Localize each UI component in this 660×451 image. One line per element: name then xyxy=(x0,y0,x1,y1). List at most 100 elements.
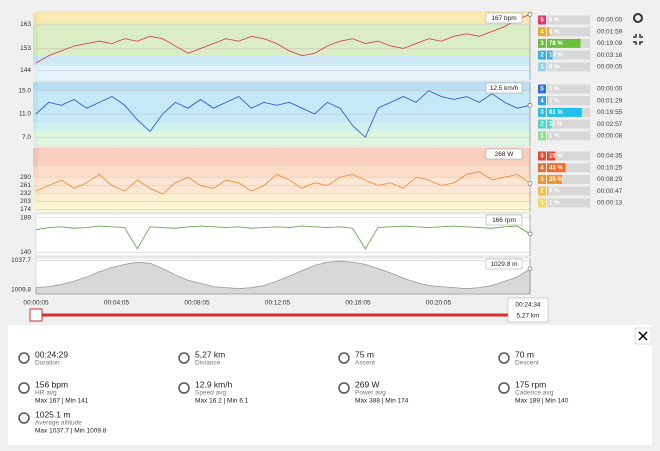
stat-detail: Max 1037.7 | Min 1009.8 xyxy=(35,428,107,435)
zone-time: 00:00:13 xyxy=(597,200,623,207)
zone-number: 5 xyxy=(540,87,544,93)
zone-number: 2 xyxy=(540,189,544,195)
line xyxy=(35,14,531,64)
close-button[interactable] xyxy=(634,327,652,345)
y-tick-label: 174 xyxy=(20,206,31,213)
zone-bar-bg xyxy=(547,50,590,60)
zone-number-box xyxy=(538,131,546,141)
stat-value: 75 m xyxy=(355,349,374,359)
zone-time: 00:04:35 xyxy=(597,153,623,160)
current-value: 1029.8 m xyxy=(490,261,517,268)
zone-axis-strip xyxy=(33,166,38,178)
stat-value: 269 W xyxy=(355,379,380,389)
stat-icon xyxy=(338,382,350,394)
zone-axis-strip xyxy=(33,90,38,123)
zone-bar-bg xyxy=(547,198,590,208)
x-tick-label: 00:00:05 xyxy=(23,300,49,307)
zone-time: 00:00:00 xyxy=(597,17,623,24)
zone-bar xyxy=(547,38,581,48)
zone-bar-bg xyxy=(547,84,590,94)
zone-band xyxy=(36,12,530,25)
line xyxy=(35,171,531,195)
y-tick-label: 144 xyxy=(20,67,31,74)
current-value-box xyxy=(485,12,523,24)
zone-time: 00:08:29 xyxy=(597,176,623,183)
zone-number: 3 xyxy=(540,177,544,183)
zone-number: 3 xyxy=(540,110,544,116)
zone-bar xyxy=(547,107,582,117)
zone-bar-bg xyxy=(547,131,590,141)
x-tick-label: 00:20:05 xyxy=(426,300,452,307)
cursor-distance: 5,27 km xyxy=(516,313,539,320)
zone-number-box xyxy=(538,186,546,196)
current-value: 166 rpm xyxy=(492,217,516,224)
zone-bar-bg xyxy=(547,119,590,129)
zone-axis-strip xyxy=(33,148,38,167)
zone-axis-strip xyxy=(33,193,38,202)
cursor-dot xyxy=(527,231,533,237)
fullscreen-button[interactable] xyxy=(633,34,643,45)
zone-number: 5 xyxy=(540,18,544,24)
zone-number-box xyxy=(538,151,546,161)
stats-panel xyxy=(8,325,652,445)
zone-number: 2 xyxy=(540,122,544,128)
zone-axis-strip xyxy=(33,82,38,91)
y-tick-label: 15.0 xyxy=(18,87,31,94)
x-tick-label: 00:12:05 xyxy=(265,300,291,307)
cursor-dot xyxy=(527,266,533,272)
zone-percent: 0 % xyxy=(549,64,560,70)
y-tick-label: 163 xyxy=(20,21,31,28)
zone-percent: 19 % xyxy=(549,154,563,160)
scrubber-handle[interactable] xyxy=(29,308,43,322)
panel-bg xyxy=(35,213,531,257)
stat-icon xyxy=(178,382,190,394)
area xyxy=(35,260,531,295)
zone-number: 4 xyxy=(540,29,544,35)
zone-band xyxy=(36,65,530,80)
zone-bar xyxy=(547,163,566,173)
current-value: 268 W xyxy=(495,151,515,158)
zone-axis-strip xyxy=(33,12,38,25)
zone-axis-strip xyxy=(33,55,38,66)
zone-bar-bg xyxy=(547,186,590,196)
zone-percent: 35 % xyxy=(549,177,563,183)
zone-bar-bg xyxy=(547,163,590,173)
cursor-dot xyxy=(527,181,533,186)
cursor-dot xyxy=(527,102,533,108)
zone-time: 00:01:29 xyxy=(597,97,623,104)
zone-bar xyxy=(547,174,563,184)
stat-value: 70 m xyxy=(515,349,534,359)
zone-bar xyxy=(547,27,550,37)
settings-button[interactable] xyxy=(633,13,643,23)
zone-axis-strip xyxy=(33,24,38,56)
stat-label: HR avg xyxy=(35,390,57,397)
current-value-box xyxy=(485,82,523,94)
zone-bar-bg xyxy=(547,62,590,72)
zone-time: 00:02:57 xyxy=(597,121,623,128)
stat-icon xyxy=(498,352,510,364)
y-tick-label: 1037.7 xyxy=(11,257,31,264)
stat-icon xyxy=(498,382,510,394)
y-tick-label: 261 xyxy=(20,182,31,189)
stat-icon xyxy=(18,352,30,364)
zone-axis-strip xyxy=(33,201,38,212)
zone-percent: 13 % xyxy=(549,53,563,59)
zone-number-box xyxy=(538,107,546,117)
zone-percent: 0 % xyxy=(549,18,560,24)
line xyxy=(35,225,531,250)
zone-number-box xyxy=(538,84,546,94)
zone-percent: 6 % xyxy=(549,29,560,35)
line xyxy=(35,90,531,139)
zone-number-box xyxy=(538,62,546,72)
y-tick-label: 232 xyxy=(20,190,31,197)
zone-bar xyxy=(547,119,552,129)
y-tick-label: 153 xyxy=(20,45,31,52)
zone-number: 5 xyxy=(540,154,544,160)
zone-time: 00:00:05 xyxy=(597,64,623,71)
stat-detail: Max 16.2 | Min 6.1 xyxy=(195,398,249,405)
y-tick-label: 203 xyxy=(20,198,31,205)
y-tick-label: 189 xyxy=(20,214,31,221)
zone-number: 2 xyxy=(540,53,544,59)
zone-percent: 78 % xyxy=(549,41,563,47)
